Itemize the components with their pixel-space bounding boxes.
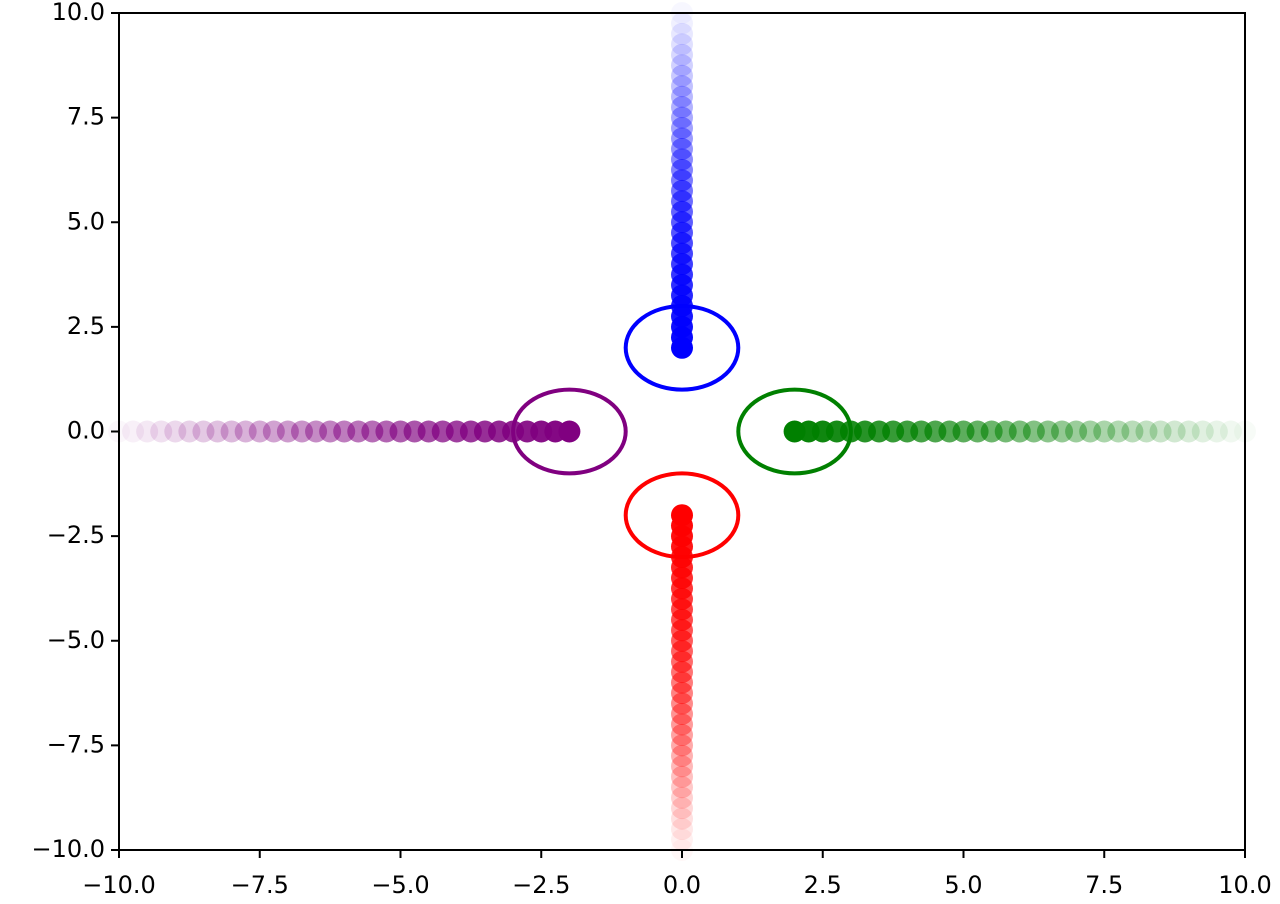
point — [671, 22, 693, 45]
point — [671, 807, 693, 830]
point — [1121, 420, 1144, 443]
point — [276, 420, 299, 443]
y-tick-label: −10.0 — [31, 835, 105, 863]
point — [1079, 420, 1102, 443]
point — [783, 420, 806, 443]
point — [671, 336, 693, 359]
point — [671, 692, 693, 715]
point — [1051, 420, 1074, 443]
point — [234, 420, 257, 443]
point — [290, 420, 313, 443]
x-tick-label: −2.5 — [512, 871, 570, 899]
point — [164, 420, 187, 443]
point — [671, 127, 693, 150]
point — [1219, 420, 1242, 443]
point — [671, 64, 693, 87]
point — [671, 117, 693, 140]
circle-outline — [736, 387, 853, 476]
point — [671, 786, 693, 809]
point — [192, 420, 215, 443]
y-tick-label: 2.5 — [67, 312, 105, 340]
x-tick-label: 0.0 — [663, 871, 701, 899]
x-tick-label: 7.5 — [1085, 871, 1123, 899]
point — [671, 734, 693, 757]
point — [1205, 420, 1228, 443]
point — [1149, 420, 1172, 443]
point — [1093, 420, 1116, 443]
point — [671, 755, 693, 778]
point — [305, 420, 328, 443]
x-tick-label: 5.0 — [944, 871, 982, 899]
x-tick-label: −5.0 — [371, 871, 429, 899]
point — [558, 420, 581, 443]
point — [671, 713, 693, 736]
point — [1107, 420, 1130, 443]
x-tick-label: 2.5 — [804, 871, 842, 899]
point — [262, 420, 285, 443]
point — [671, 33, 693, 56]
y-tick-label: 5.0 — [67, 207, 105, 235]
point — [671, 75, 693, 98]
point — [206, 420, 229, 443]
point — [220, 420, 243, 443]
circle-outline — [623, 471, 741, 560]
point — [671, 818, 693, 841]
point — [248, 420, 271, 443]
point — [671, 54, 693, 77]
point — [122, 420, 145, 443]
point — [671, 776, 693, 799]
point — [671, 106, 693, 129]
point — [136, 420, 159, 443]
y-tick-label: 7.5 — [67, 103, 105, 131]
point — [1177, 420, 1200, 443]
point — [150, 420, 173, 443]
x-tick-label: 10.0 — [1218, 871, 1271, 899]
x-tick-label: −10.0 — [82, 871, 156, 899]
point — [671, 744, 693, 767]
y-tick-label: −5.0 — [47, 626, 105, 654]
point — [1191, 420, 1214, 443]
point — [671, 765, 693, 788]
point — [671, 828, 693, 851]
point — [671, 138, 693, 161]
circle-outline — [623, 303, 741, 392]
point — [671, 504, 693, 527]
point — [671, 723, 693, 746]
point — [671, 96, 693, 119]
point — [1163, 420, 1186, 443]
point — [1135, 420, 1158, 443]
point — [671, 85, 693, 108]
point — [671, 148, 693, 171]
point — [671, 43, 693, 66]
y-tick-label: 0.0 — [67, 417, 105, 445]
circle-outline — [511, 387, 628, 476]
y-tick-label: −7.5 — [47, 730, 105, 758]
point — [671, 702, 693, 725]
y-tick-label: −2.5 — [47, 521, 105, 549]
point — [1065, 420, 1088, 443]
point — [178, 420, 201, 443]
y-tick-label: 10.0 — [52, 0, 105, 26]
x-tick-label: −7.5 — [231, 871, 289, 899]
point — [671, 12, 693, 35]
point — [1036, 420, 1059, 443]
point — [671, 797, 693, 820]
